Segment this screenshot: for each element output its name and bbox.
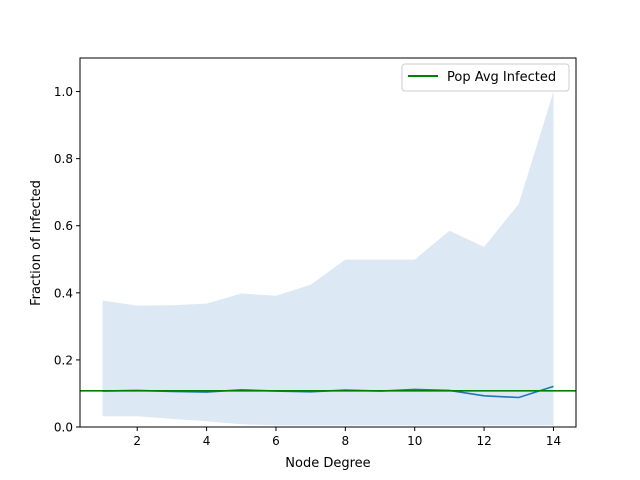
x-tick-label: 2: [133, 434, 141, 448]
x-tick-label: 14: [546, 434, 561, 448]
y-tick-label: 1.0: [54, 85, 73, 99]
legend-label-pop-avg: Pop Avg Infected: [447, 70, 556, 85]
x-tick-label: 6: [272, 434, 280, 448]
y-tick-label: 0.8: [54, 152, 73, 166]
axes-frame: [79, 57, 577, 428]
confidence-band: [102, 91, 554, 426]
y-tick-label: 0.2: [54, 353, 73, 367]
legend-box: [401, 63, 570, 92]
x-tick-label: 10: [407, 434, 422, 448]
x-tick-label: 12: [476, 434, 491, 448]
y-tick-label: 0.4: [54, 286, 73, 300]
x-tick-label: 4: [203, 434, 211, 448]
y-tick-label: 0.6: [54, 219, 73, 233]
y-axis-label: Fraction of Infected: [29, 180, 44, 306]
x-tick-label: 8: [342, 434, 350, 448]
axes: 2 4 6 8 10 12 14 0.0 0.2 0.4 0.6 0.8 1.0: [54, 57, 577, 448]
plot-area: [80, 91, 576, 426]
y-tick-label: 0.0: [54, 421, 73, 435]
x-axis-label: Node Degree: [285, 456, 370, 471]
legend: Pop Avg Infected: [401, 63, 570, 92]
